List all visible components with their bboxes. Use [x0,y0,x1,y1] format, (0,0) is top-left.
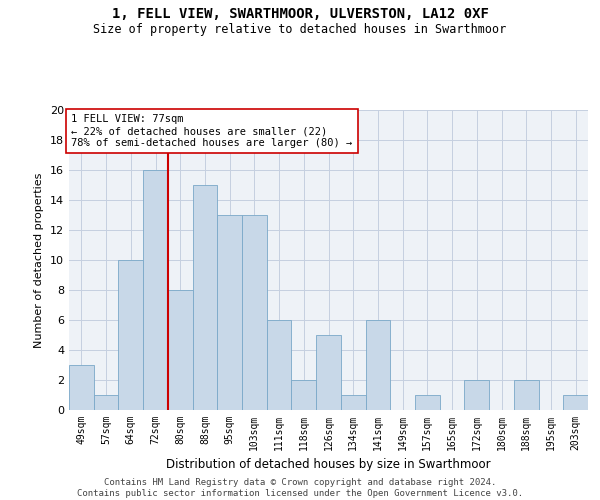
Bar [143,170,168,410]
Bar [193,185,217,410]
Bar [267,320,292,410]
Bar [69,365,94,410]
Bar [514,380,539,410]
Bar [292,380,316,410]
Bar [217,215,242,410]
Bar [563,395,588,410]
Bar [464,380,489,410]
Text: 1 FELL VIEW: 77sqm
← 22% of detached houses are smaller (22)
78% of semi-detache: 1 FELL VIEW: 77sqm ← 22% of detached hou… [71,114,353,148]
Bar [242,215,267,410]
X-axis label: Distribution of detached houses by size in Swarthmoor: Distribution of detached houses by size … [166,458,491,471]
Bar [415,395,440,410]
Bar [94,395,118,410]
Y-axis label: Number of detached properties: Number of detached properties [34,172,44,348]
Bar [316,335,341,410]
Bar [168,290,193,410]
Bar [341,395,365,410]
Bar [118,260,143,410]
Text: Contains HM Land Registry data © Crown copyright and database right 2024.
Contai: Contains HM Land Registry data © Crown c… [77,478,523,498]
Text: Size of property relative to detached houses in Swarthmoor: Size of property relative to detached ho… [94,22,506,36]
Text: 1, FELL VIEW, SWARTHMOOR, ULVERSTON, LA12 0XF: 1, FELL VIEW, SWARTHMOOR, ULVERSTON, LA1… [112,8,488,22]
Bar [365,320,390,410]
